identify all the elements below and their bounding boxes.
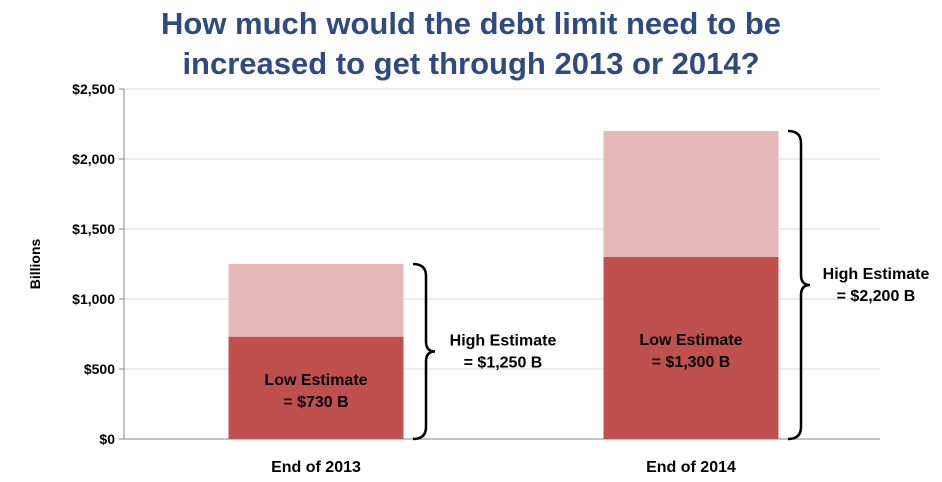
y-tick-label: $500 (84, 361, 115, 377)
high-estimate-label: High Estimate (450, 333, 557, 350)
chart-title-line-2: increased to get through 2013 or 2014? (182, 46, 760, 81)
low-estimate-label: Low Estimate (264, 372, 367, 389)
low-estimate-value: = $1,300 B (652, 354, 731, 371)
low-estimate-value: = $730 B (283, 394, 348, 411)
bar-low-estimate (228, 336, 404, 439)
y-tick-label: $2,500 (72, 81, 115, 97)
low-estimate-label: Low Estimate (639, 332, 742, 349)
bar-low-estimate (603, 257, 779, 439)
y-tick-label: $1,500 (72, 221, 115, 237)
y-tick-label: $2,000 (72, 151, 115, 167)
brace (787, 129, 811, 441)
x-category-label: End of 2013 (271, 459, 361, 476)
chart-title-line-1: How much would the debt limit need to be (161, 6, 781, 41)
high-estimate-value: = $2,200 B (837, 288, 916, 305)
bar-high-estimate (603, 131, 779, 257)
high-estimate-label: High Estimate (823, 266, 930, 283)
chart-title: How much would the debt limit need to be… (0, 4, 942, 84)
y-tick-label: $0 (99, 431, 115, 447)
x-category-label: End of 2014 (646, 459, 736, 476)
y-axis-label: Billions (27, 239, 43, 290)
bar-high-estimate (228, 264, 404, 337)
high-estimate-value: = $1,250 B (464, 355, 543, 372)
brace (412, 262, 436, 441)
y-tick-label: $1,000 (72, 291, 115, 307)
